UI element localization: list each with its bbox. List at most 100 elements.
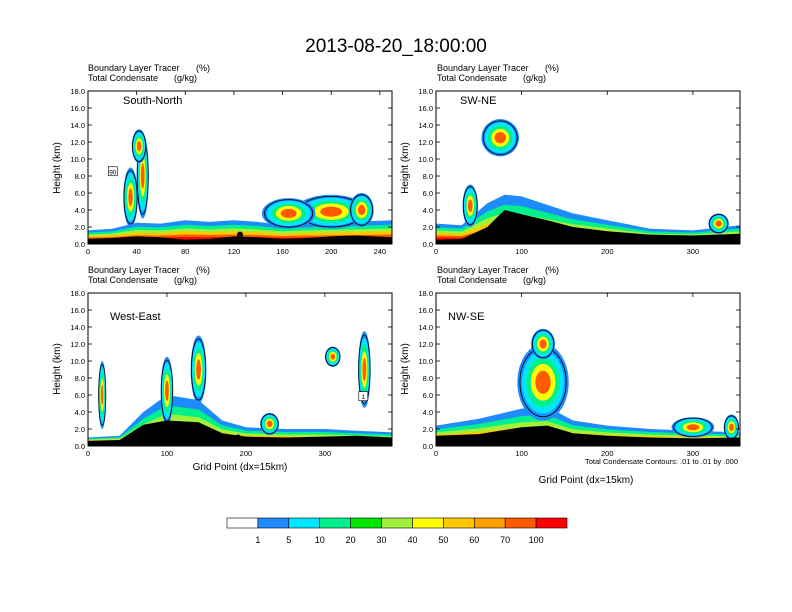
x-tick-label: 200 [325,247,338,256]
y-tick-label: 10.0 [418,357,433,366]
y-tick-label: 8.0 [75,374,85,383]
y-tick-label: 8.0 [423,172,433,181]
condensate-contour [350,194,373,226]
panel-right-label-2: (g/kg) [523,73,546,83]
y-tick-label: 14.0 [70,121,85,130]
x-tick-label: 0 [86,247,90,256]
colorbar-label: 5 [286,535,291,545]
y-tick-label: 8.0 [75,172,85,181]
y-tick-label: 14.0 [70,323,85,332]
panel-title: South-North [123,95,182,107]
y-tick-label: 16.0 [418,104,433,113]
panel-right-label-2: (g/kg) [174,73,197,83]
y-tick-label: 6.0 [75,189,85,198]
panel-south-north: Boundary Layer Tracer (%) Total Condensa… [52,63,393,256]
y-tick-label: 16.0 [70,306,85,315]
x-tick-label: 300 [687,247,700,256]
y-axis-label: Height (km) [400,343,411,395]
panel-nw-se: Boundary Layer Tracer (%) Total Condensa… [400,265,741,486]
panel-right-label-2: (g/kg) [174,275,197,285]
colorbar-label: 1 [255,535,260,545]
y-axis-label: Height (km) [400,142,411,194]
y-tick-label: 6.0 [75,391,85,400]
y-tick-label: 12.0 [70,340,85,349]
condensate-contour [264,199,314,228]
y-tick-label: 10.0 [70,155,85,164]
tracer-blob [320,206,343,217]
colorbar-label: 10 [315,535,325,545]
colorbar-swatch [473,517,506,529]
panel-left-label-2: Total Condensate [88,73,158,83]
plot-frame [87,292,393,447]
colorbar-label: 50 [438,535,448,545]
location-marker [235,434,242,441]
contour-info: Total Condensate Contours: .01 to .01 by… [585,457,738,466]
x-tick-label: 200 [601,247,614,256]
y-tick-label: 18.0 [418,289,433,298]
condensate-contour [358,334,371,405]
condensate-contour [191,338,207,401]
terrain [88,420,392,446]
y-tick-label: 14.0 [418,121,433,130]
condensate-contour [132,130,147,162]
y-tick-label: 12.0 [418,340,433,349]
colorbar-swatch [504,517,537,529]
x-axis-label: Grid Point (dx=15km) [193,462,288,473]
x-tick-label: 100 [515,449,528,458]
y-tick-label: 4.0 [75,206,85,215]
y-tick-label: 0.0 [423,240,433,249]
location-marker [585,232,592,239]
tracer-blob [357,204,366,216]
x-tick-label: 120 [228,247,241,256]
colorbar-label: 20 [346,535,356,545]
y-tick-label: 2.0 [75,223,85,232]
x-tick-label: 300 [319,449,332,458]
panel-right-label-1: (%) [196,63,210,73]
colorbar-swatch [412,517,444,529]
x-tick-label: 160 [276,247,289,256]
y-tick-label: 4.0 [75,408,85,417]
condensate-contour [482,120,518,155]
tracer-blob [330,353,336,360]
tracer-blob [266,420,273,428]
x-tick-label: 200 [601,449,614,458]
y-tick-label: 6.0 [423,189,433,198]
panel-title: West-East [110,311,161,323]
tracer-blob [494,132,506,144]
x-tick-label: 0 [434,247,438,256]
tracer-blob [136,141,142,152]
tracer-blob [101,384,104,406]
y-tick-label: 4.0 [423,206,433,215]
colorbar-label: 40 [407,535,417,545]
colorbar-label: 30 [377,535,387,545]
plot-frame [435,90,741,245]
condensate-contour [462,186,478,226]
x-tick-label: 0 [434,449,438,458]
y-tick-label: 0.0 [423,442,433,451]
y-tick-label: 12.0 [70,138,85,147]
x-tick-label: 0 [86,449,90,458]
tracer-blob [128,188,133,207]
contour-label: 90 [109,169,117,176]
tracer-blob [196,359,201,380]
location-marker [237,231,243,238]
panel-left-label-1: Boundary Layer Tracer [88,265,180,275]
panel-left-label-1: Boundary Layer Tracer [437,63,529,73]
y-axis-label: Height (km) [52,142,63,194]
x-tick-label: 100 [161,449,174,458]
condensate-contour [325,347,341,367]
colorbar-swatch [257,517,290,529]
panel-right-label-1: (%) [545,63,559,73]
condensate-contour [531,329,555,359]
condensate-contour [123,170,138,225]
condensate-contour [98,363,107,426]
y-axis-label: Height (km) [52,343,63,395]
y-tick-label: 8.0 [423,374,433,383]
x-tick-label: 200 [240,449,253,458]
tracer-blob [729,423,734,432]
y-tick-label: 14.0 [418,323,433,332]
tracer-blob [686,424,700,431]
x-tick-label: 40 [132,247,140,256]
y-tick-label: 0.0 [75,442,85,451]
